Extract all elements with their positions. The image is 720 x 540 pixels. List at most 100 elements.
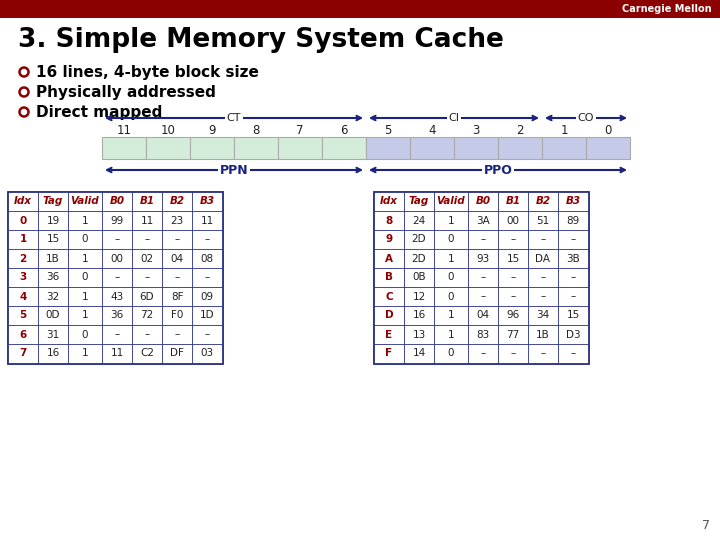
Bar <box>410 137 454 159</box>
Text: B: B <box>385 273 393 282</box>
Text: –: – <box>114 329 120 340</box>
Text: D3: D3 <box>566 329 580 340</box>
Text: 8F: 8F <box>171 292 184 301</box>
Bar <box>498 137 542 159</box>
Bar <box>278 137 322 159</box>
Text: 3B: 3B <box>566 253 580 264</box>
Bar <box>192 268 222 287</box>
Bar <box>374 211 404 230</box>
Text: –: – <box>145 329 150 340</box>
Bar <box>38 211 68 230</box>
Text: 00: 00 <box>506 215 520 226</box>
Text: B0: B0 <box>475 197 490 206</box>
Text: 1: 1 <box>448 215 454 226</box>
Bar <box>468 287 498 306</box>
Text: CI: CI <box>449 113 459 123</box>
Bar <box>68 306 102 325</box>
Bar <box>68 192 102 211</box>
Bar <box>498 230 528 249</box>
Text: 9: 9 <box>208 124 216 137</box>
Text: 3A: 3A <box>476 215 490 226</box>
Text: 93: 93 <box>477 253 490 264</box>
Bar <box>68 325 102 344</box>
Text: 1B: 1B <box>536 329 550 340</box>
Text: –: – <box>114 273 120 282</box>
Bar <box>528 306 558 325</box>
Bar <box>132 211 162 230</box>
Text: –: – <box>510 348 516 359</box>
Bar <box>162 211 192 230</box>
Text: –: – <box>204 273 210 282</box>
Text: 04: 04 <box>171 253 184 264</box>
Text: 09: 09 <box>200 292 214 301</box>
Text: –: – <box>204 329 210 340</box>
Bar <box>162 249 192 268</box>
Bar <box>38 306 68 325</box>
Bar <box>558 287 588 306</box>
Bar <box>192 211 222 230</box>
Text: –: – <box>541 273 546 282</box>
Bar <box>374 230 404 249</box>
Bar <box>102 306 132 325</box>
Bar <box>498 249 528 268</box>
Text: 24: 24 <box>413 215 426 226</box>
Text: –: – <box>480 292 485 301</box>
Bar <box>434 344 468 363</box>
Text: B3: B3 <box>199 197 215 206</box>
Text: 2D: 2D <box>412 253 426 264</box>
Bar <box>132 268 162 287</box>
Text: D: D <box>384 310 393 321</box>
Text: PPO: PPO <box>484 164 513 177</box>
Bar <box>404 249 434 268</box>
Bar <box>404 287 434 306</box>
Text: B3: B3 <box>565 197 580 206</box>
Text: 7: 7 <box>19 348 27 359</box>
Bar <box>468 192 498 211</box>
Text: 7: 7 <box>296 124 304 137</box>
Bar <box>374 268 404 287</box>
Bar <box>162 230 192 249</box>
Text: Valid: Valid <box>437 197 465 206</box>
Text: Carnegie Mellon: Carnegie Mellon <box>622 4 712 14</box>
Bar <box>542 137 586 159</box>
Bar <box>132 287 162 306</box>
Bar <box>8 287 38 306</box>
Text: 0: 0 <box>82 234 89 245</box>
Text: 1: 1 <box>81 310 89 321</box>
Text: 0: 0 <box>448 348 454 359</box>
Bar <box>162 268 192 287</box>
Text: C: C <box>385 292 393 301</box>
Text: 34: 34 <box>536 310 549 321</box>
Bar <box>558 249 588 268</box>
Bar <box>498 287 528 306</box>
Bar <box>192 249 222 268</box>
Text: Tag: Tag <box>43 197 63 206</box>
Bar <box>322 137 366 159</box>
Text: –: – <box>510 234 516 245</box>
Bar <box>528 344 558 363</box>
Text: 31: 31 <box>46 329 60 340</box>
Text: –: – <box>174 273 179 282</box>
Text: 08: 08 <box>200 253 214 264</box>
Bar <box>8 192 38 211</box>
Text: 16: 16 <box>413 310 426 321</box>
Text: 43: 43 <box>110 292 124 301</box>
Text: 0: 0 <box>19 215 27 226</box>
Bar <box>8 344 38 363</box>
Bar <box>102 137 146 159</box>
Text: 15: 15 <box>567 310 580 321</box>
Bar <box>558 230 588 249</box>
Text: B0: B0 <box>109 197 125 206</box>
Bar <box>434 230 468 249</box>
Bar <box>234 137 278 159</box>
Text: –: – <box>145 273 150 282</box>
Bar <box>68 211 102 230</box>
Text: 1: 1 <box>448 253 454 264</box>
Bar <box>68 230 102 249</box>
Text: 1: 1 <box>19 234 27 245</box>
Bar <box>558 344 588 363</box>
Text: –: – <box>570 348 575 359</box>
Bar <box>528 192 558 211</box>
Bar <box>38 268 68 287</box>
Text: Idx: Idx <box>380 197 398 206</box>
